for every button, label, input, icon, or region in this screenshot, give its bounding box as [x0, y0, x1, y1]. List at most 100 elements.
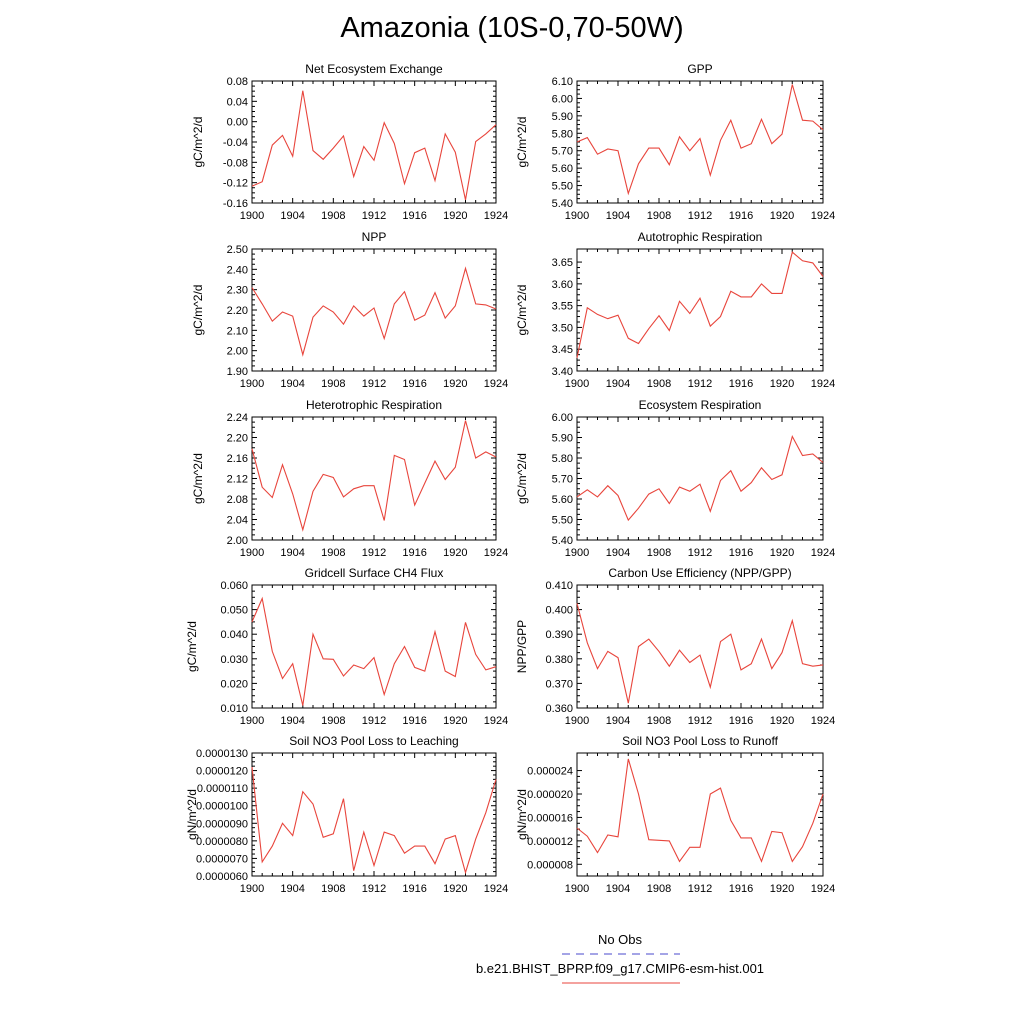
panel-3-ytick-label: 2.00 — [227, 346, 248, 358]
panel-6-xtick-label: 1908 — [647, 547, 671, 559]
panel-2-series-line — [576, 84, 824, 196]
panel-2-ytick-label: 5.70 — [552, 146, 573, 158]
panel-9-xtick-label: 1904 — [280, 883, 304, 895]
panel-8-ytick-label: 0.360 — [545, 703, 573, 715]
panel-2-ytick-label: 6.00 — [552, 93, 573, 105]
panel-7-xtick-label: 1924 — [484, 715, 508, 727]
panel-6-ytick-label: 5.50 — [552, 515, 573, 527]
panel-5-xtick-label: 1920 — [443, 547, 467, 559]
panel-3-xtick-label: 1900 — [240, 378, 264, 390]
panel-2-ytick-label: 5.90 — [552, 111, 573, 123]
panel-9-ytick-label: 0.0000060 — [196, 871, 248, 883]
panel-8-ylabel: NPP/GPP — [515, 620, 529, 673]
panel-9-xtick-label: 1920 — [443, 883, 467, 895]
panel-6-xtick-label: 1916 — [729, 547, 753, 559]
panel-8-ytick-label: 0.380 — [545, 654, 573, 666]
panel-2-ytick-label: 5.60 — [552, 163, 573, 175]
panel-8-frame — [576, 584, 824, 709]
panel-7-ytick-label: 0.030 — [220, 654, 248, 666]
panel-1-xtick-label: 1908 — [321, 210, 345, 222]
panel-6-xtick-label: 1912 — [688, 547, 712, 559]
panel-10-ytick-label: 0.000016 — [527, 812, 573, 824]
panel-10-ytick-label: 0.000024 — [527, 766, 573, 778]
panel-4-ytick-label: 3.60 — [552, 279, 573, 291]
panel-10-ytick-label: 0.000012 — [527, 836, 573, 848]
panel-10-xtick-label: 1900 — [565, 883, 589, 895]
panel-3-ytick-label: 2.50 — [227, 244, 248, 256]
panel-10-xtick-label: 1904 — [606, 883, 630, 895]
panel-8-series-line — [576, 603, 824, 704]
panel-7-xtick-label: 1908 — [321, 715, 345, 727]
panel-7-ytick-label: 0.060 — [220, 580, 248, 592]
panel-4-ytick-label: 3.65 — [552, 257, 573, 269]
panel-4-xtick-label: 1904 — [606, 378, 630, 390]
panel-9-ytick-label: 0.0000070 — [196, 853, 248, 865]
panel-1-xtick-label: 1912 — [362, 210, 386, 222]
panel-5-xtick-label: 1900 — [240, 547, 264, 559]
panel-1-title: Net Ecosystem Exchange — [305, 62, 443, 76]
panel-6-ytick-label: 5.60 — [552, 494, 573, 506]
panel-3-frame — [251, 248, 497, 372]
panel-9-ylabel: gN/m^2/d — [185, 789, 199, 840]
panel-5-xtick-label: 1908 — [321, 547, 345, 559]
panel-6-series-line — [576, 435, 824, 522]
panel-10-title: Soil NO3 Pool Loss to Runoff — [622, 734, 779, 748]
panel-2-frame — [576, 80, 824, 204]
panel-5-ytick-label: 2.00 — [227, 535, 248, 547]
panel-5-xtick-label: 1904 — [280, 547, 304, 559]
panel-3-xtick-label: 1920 — [443, 378, 467, 390]
panel-1-ytick-label: -0.04 — [223, 137, 248, 149]
panel-9-xtick-label: 1916 — [402, 883, 426, 895]
panel-4-frame — [576, 248, 824, 372]
panel-2-ytick-label: 5.40 — [552, 198, 573, 210]
panel-10-ylabel: gN/m^2/d — [515, 789, 529, 840]
panel-4-xtick-label: 1912 — [688, 378, 712, 390]
panel-5-ytick-label: 2.24 — [227, 412, 248, 424]
panel-1-ytick-label: 0.08 — [227, 76, 248, 88]
panel-5-ytick-label: 2.08 — [227, 494, 248, 506]
panel-1-ytick-label: 0.00 — [227, 117, 248, 129]
panel-7-xtick-label: 1912 — [362, 715, 386, 727]
panel-2-ytick-label: 5.50 — [552, 181, 573, 193]
panel-1-ylabel: gC/m^2/d — [191, 117, 205, 168]
panel-1-series-line — [251, 90, 497, 201]
legend-label-model-run: b.e21.BHIST_BPRP.f09_g17.CMIP6-esm-hist.… — [475, 961, 765, 976]
panel-3-ytick-label: 2.20 — [227, 305, 248, 317]
panel-5-ytick-label: 2.12 — [227, 474, 248, 486]
panel-9-series-line — [251, 767, 497, 875]
panel-4-xtick-label: 1908 — [647, 378, 671, 390]
panel-8-xtick-label: 1900 — [565, 715, 589, 727]
panel-7-series-line — [251, 596, 497, 706]
panel-8-xtick-label: 1920 — [770, 715, 794, 727]
panel-8-title: Carbon Use Efficiency (NPP/GPP) — [608, 566, 791, 580]
panel-6-xtick-label: 1904 — [606, 547, 630, 559]
panel-1-xtick-label: 1916 — [402, 210, 426, 222]
panel-7-xtick-label: 1916 — [402, 715, 426, 727]
panel-7-ytick-label: 0.020 — [220, 678, 248, 690]
panel-9-xtick-label: 1908 — [321, 883, 345, 895]
panel-8-ytick-label: 0.410 — [545, 580, 573, 592]
panel-7-xtick-label: 1900 — [240, 715, 264, 727]
panel-2-title: GPP — [687, 62, 712, 76]
panel-9-ytick-label: 0.0000110 — [197, 783, 248, 795]
panel-10-xtick-label: 1912 — [688, 883, 712, 895]
panel-3-xtick-label: 1904 — [280, 378, 304, 390]
panel-9-frame — [251, 752, 497, 877]
panel-1-frame — [251, 80, 497, 204]
panel-5-xtick-label: 1912 — [362, 547, 386, 559]
panel-3-xtick-label: 1908 — [321, 378, 345, 390]
panel-3-title: NPP — [362, 230, 387, 244]
panel-9-ytick-label: 0.0000080 — [196, 836, 248, 848]
panel-9-xtick-label: 1900 — [240, 883, 264, 895]
panel-2-ytick-label: 5.80 — [552, 128, 573, 140]
panel-5-ytick-label: 2.04 — [227, 515, 248, 527]
panel-4-series-line — [576, 251, 824, 359]
panel-10-xtick-label: 1920 — [770, 883, 794, 895]
panel-9-xtick-label: 1924 — [484, 883, 508, 895]
panel-5-xtick-label: 1924 — [484, 547, 508, 559]
panel-4-ylabel: gC/m^2/d — [515, 285, 529, 336]
panel-4-xtick-label: 1916 — [729, 378, 753, 390]
panel-5-ytick-label: 2.20 — [227, 433, 248, 445]
panel-5-title: Heterotrophic Respiration — [306, 398, 442, 412]
panel-10-xtick-label: 1924 — [811, 883, 835, 895]
